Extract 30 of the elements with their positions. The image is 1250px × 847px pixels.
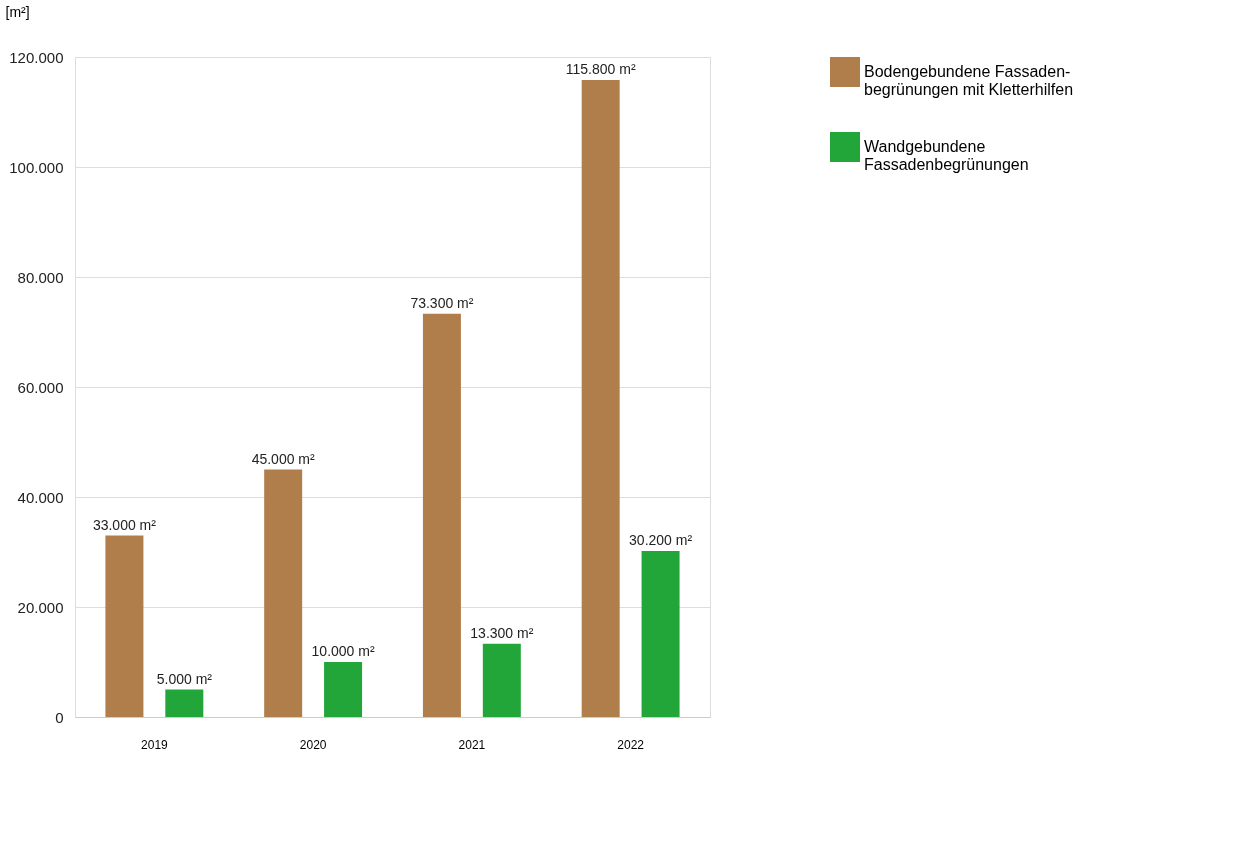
legend-label: Wandgebundene Fassadenbegrünungen: [864, 138, 1029, 173]
x-tick-label: 2022: [617, 737, 645, 752]
y-tick-label: 60.000: [17, 378, 64, 396]
x-tick-label: 2019: [141, 737, 169, 752]
bar: [422, 313, 461, 717]
data-label: 115.800 m²: [565, 61, 636, 78]
bar: [165, 689, 204, 717]
data-label: 10.000 m²: [311, 643, 375, 659]
bar: [264, 469, 303, 717]
y-tick-label: 80.000: [17, 268, 64, 286]
x-tick-label: 2021: [458, 737, 486, 752]
y-tick-label: 100.000: [9, 158, 64, 176]
y-tick-label: 120.000: [9, 48, 64, 66]
data-label: 45.000 m²: [251, 450, 316, 467]
bar: [482, 643, 521, 717]
bar: [105, 535, 144, 717]
bar: [581, 80, 620, 717]
y-axis-title: [m²]: [5, 3, 30, 20]
y-tick-label: 20.000: [17, 598, 64, 616]
bar: [324, 662, 363, 717]
data-label: 5.000 m²: [156, 670, 213, 687]
bar: [641, 550, 680, 717]
y-tick-label: 40.000: [17, 488, 64, 506]
y-tick-label: 0: [55, 708, 64, 726]
data-label: 30.200 m²: [629, 531, 693, 548]
data-label: 33.000 m²: [92, 516, 157, 533]
data-label: 73.300 m²: [410, 294, 474, 311]
x-tick-label: 2020: [299, 737, 327, 752]
data-label: 13.300 m²: [470, 624, 534, 641]
legend-label: Bodengebundene Fassaden-begrünungen mit Kletterhilfen: [864, 63, 1074, 98]
